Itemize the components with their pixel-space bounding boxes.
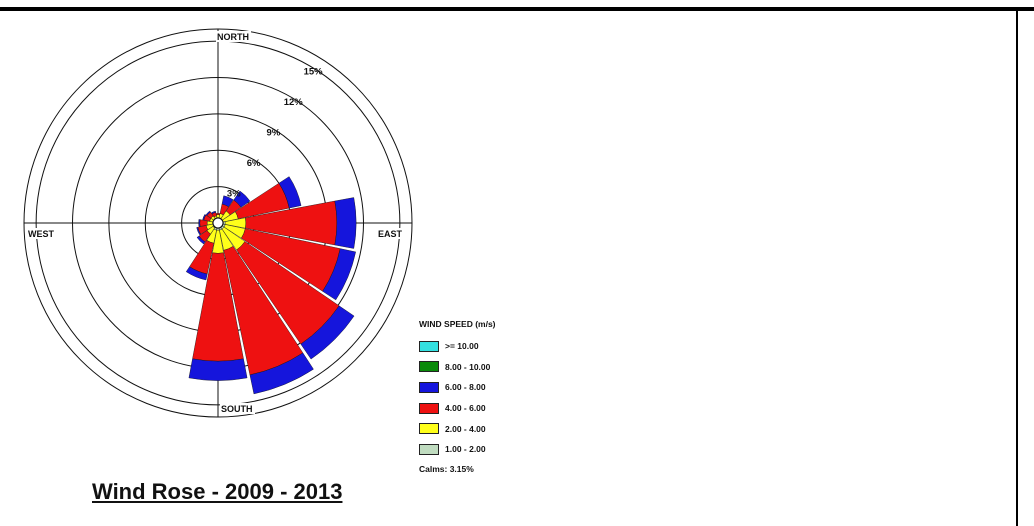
compass-label-west: WEST bbox=[28, 229, 55, 239]
legend-swatch bbox=[419, 423, 439, 435]
compass-label-south-bg bbox=[220, 403, 255, 414]
legend-label: 2.00 - 4.00 bbox=[445, 423, 486, 434]
petal-WSW-band-3 bbox=[196, 226, 201, 236]
compass-label-west-bg bbox=[27, 228, 56, 239]
compass-label-east: EAST bbox=[378, 229, 403, 239]
legend-item: 4.00 - 6.00 bbox=[419, 398, 499, 419]
wind-rose-figure: 3% 6% 9% 12% 15% NORTH EAST SOUTH WEST Wind Rose… bbox=[11, 13, 501, 526]
compass-label-north-bg bbox=[216, 31, 251, 42]
ring-label-9: 9% bbox=[267, 128, 281, 139]
petal-SW-band-3 bbox=[196, 235, 206, 245]
calm-center bbox=[212, 217, 224, 229]
legend-label: 8.00 - 10.00 bbox=[445, 361, 491, 372]
petal-S-band-3 bbox=[188, 358, 248, 381]
petal-SSE-band-3 bbox=[249, 352, 314, 395]
wind-rose-chart: 3% 6% 9% 12% 15% NORTH EAST SOUTH WEST bbox=[23, 28, 413, 418]
legend-item: >= 10.00 bbox=[419, 336, 499, 357]
petal-WNW-band-3 bbox=[202, 214, 207, 221]
legend-label: 6.00 - 8.00 bbox=[445, 382, 486, 393]
legend-label: 4.00 - 6.00 bbox=[445, 403, 486, 414]
legend-label: >= 10.00 bbox=[445, 341, 479, 352]
petal-SSW-band-3 bbox=[185, 266, 208, 281]
legend-swatch bbox=[419, 402, 439, 414]
legend-item: 2.00 - 4.00 bbox=[419, 418, 499, 439]
petal-NE-band-3 bbox=[233, 190, 251, 208]
petal-SE-band-3 bbox=[300, 305, 355, 360]
legend-swatch bbox=[419, 381, 439, 393]
compass-label-south: SOUTH bbox=[221, 404, 253, 414]
compass-label-east-bg bbox=[377, 228, 406, 239]
legend-swatch bbox=[419, 340, 439, 352]
legend-list: >= 10.00 8.00 - 10.00 6.00 - 8.00 4.00 - 6.… bbox=[419, 336, 499, 460]
petal-E-band-3 bbox=[334, 197, 357, 249]
legend-item: 8.00 - 10.00 bbox=[419, 357, 499, 378]
legend-item: 6.00 - 8.00 bbox=[419, 377, 499, 398]
top-border-line bbox=[0, 7, 1034, 11]
petal-NNE-band-3 bbox=[221, 195, 234, 208]
petal-S-band-0 bbox=[216, 228, 220, 231]
petal-N-band-2 bbox=[215, 213, 221, 215]
chart-title: Wind Rose - 2009 - 2013 bbox=[92, 479, 343, 504]
petal-E-band-0 bbox=[223, 221, 226, 225]
ring-label-6: 6% bbox=[247, 158, 261, 169]
petal-NNW-band-3 bbox=[211, 210, 217, 215]
petal-W-band-3 bbox=[198, 219, 201, 227]
petal-ENE-band-3 bbox=[278, 176, 302, 209]
legend-swatch bbox=[419, 443, 439, 455]
petal-ESE-band-3 bbox=[322, 248, 356, 301]
wind-speed-legend: WIND SPEED (m/s) >= 10.00 8.00 - 10.00 6.0… bbox=[419, 319, 499, 474]
ring-label-3: 3% bbox=[227, 189, 241, 200]
ring-label-12: 12% bbox=[284, 97, 304, 108]
right-border-line bbox=[1016, 11, 1018, 526]
legend-title: WIND SPEED (m/s) bbox=[419, 319, 496, 329]
compass-label-north: NORTH bbox=[217, 32, 249, 42]
legend-item: 1.00 - 2.00 bbox=[419, 439, 499, 460]
legend-label: 1.00 - 2.00 bbox=[445, 444, 486, 455]
calms-label: Calms: 3.15% bbox=[419, 463, 474, 474]
petal-NW-band-3 bbox=[205, 210, 211, 216]
ring-label-15: 15% bbox=[304, 67, 324, 78]
legend-swatch bbox=[419, 361, 439, 373]
